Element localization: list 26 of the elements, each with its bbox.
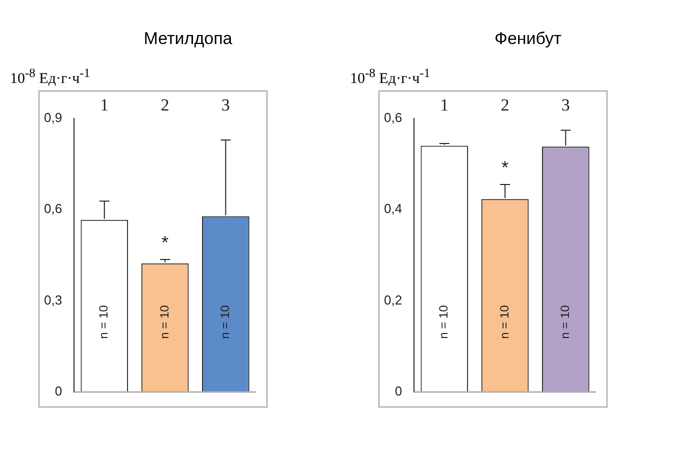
annotation: n = 10 [96,304,111,339]
y-tick-label: 0,3 [44,292,62,308]
annotation: n = 10 [436,304,451,339]
annotation: * [162,232,169,252]
annotation: * [502,157,509,178]
x-tick-label: 2 [160,96,170,115]
chart-title: Метилдопа [142,28,234,50]
x-tick-label: 1 [440,96,449,115]
chart-title: Фенибут [494,28,562,50]
x-tick-label: 2 [500,96,510,115]
x-tick-label: 3 [561,96,570,115]
annotation: n = 10 [157,304,172,339]
y-tick-label: 0,4 [384,201,402,216]
y-tick-label: 0 [394,384,402,399]
y-tick-label: 0,6 [44,201,62,216]
x-tick-label: 1 [100,96,109,115]
annotation: n = 10 [558,304,572,339]
y-tick-label: 0,6 [384,110,402,125]
y-tick-label: 0,9 [44,110,62,125]
annotation: n = 10 [497,304,512,339]
y-axis-title: 10$^{-8}$ Ед·г·ч$^{-1}$ [9,65,92,89]
y-axis-title: 10$^{-8}$ Ед·г·ч$^{-1}$ [349,65,432,89]
annotation: n = 10 [218,304,232,339]
x-tick-label: 3 [221,96,230,115]
y-tick-label: 0,2 [384,292,402,308]
y-tick-label: 0 [54,384,62,399]
